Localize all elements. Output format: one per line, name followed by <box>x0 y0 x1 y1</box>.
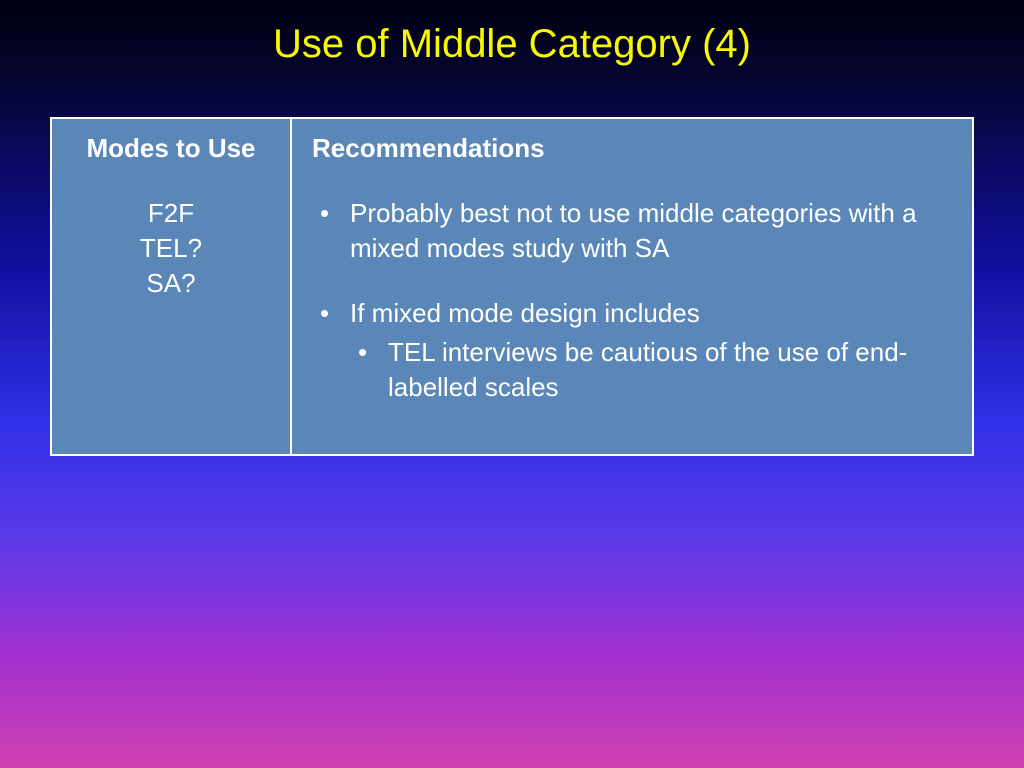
bullet-text: If mixed mode design includes <box>350 298 700 328</box>
sub-bullet-text: TEL interviews be cautious of the use of… <box>388 337 907 402</box>
mode-line: F2F <box>62 196 280 231</box>
bullet-text: Probably best not to use middle categori… <box>350 198 917 263</box>
content-table: Modes to Use F2F TEL? SA? Recommendation… <box>50 117 974 456</box>
sub-bullet-item: TEL interviews be cautious of the use of… <box>350 335 952 405</box>
bullet-item: If mixed mode design includes TEL interv… <box>312 296 952 405</box>
recommendations-header: Recommendations <box>312 131 952 166</box>
mode-line: SA? <box>62 266 280 301</box>
bullet-item: Probably best not to use middle categori… <box>312 196 952 266</box>
modes-header: Modes to Use <box>62 131 280 166</box>
modes-cell: Modes to Use F2F TEL? SA? <box>51 118 291 455</box>
slide-title: Use of Middle Category (4) <box>0 0 1024 67</box>
mode-line: TEL? <box>62 231 280 266</box>
recommendations-cell: Recommendations Probably best not to use… <box>291 118 973 455</box>
